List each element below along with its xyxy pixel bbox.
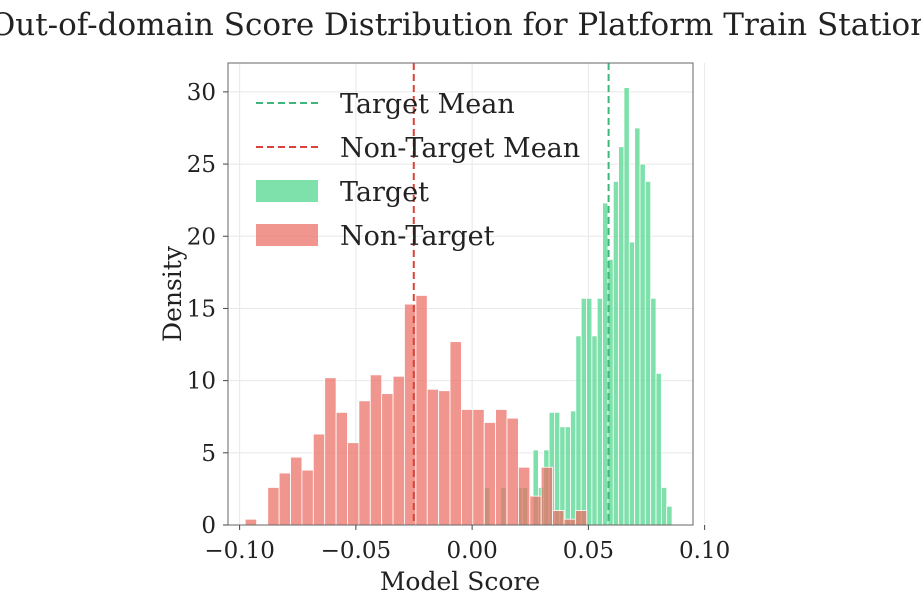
non-target-bar [244, 518, 257, 526]
y-tick-label: 25 [187, 152, 216, 178]
non-target-bar [483, 422, 497, 526]
non-target-bar [449, 341, 462, 526]
y-axis-label: Density [158, 245, 187, 342]
non-target-bar [540, 466, 553, 526]
target-bar [650, 297, 657, 526]
legend-patch-swatch [256, 180, 318, 202]
non-target-bar [347, 442, 360, 526]
non-target-bar [324, 377, 337, 526]
non-target-bar [392, 375, 405, 526]
legend: Target Mean Non-Target Mean Target Non-Targ… [256, 89, 580, 252]
x-axis-label: Model Score [380, 567, 540, 596]
legend-label: Non-Target [340, 221, 495, 252]
target-bar [644, 180, 652, 526]
y-tick-label: 15 [187, 296, 216, 322]
non-target-bar [381, 393, 394, 526]
non-target-bar [312, 433, 326, 526]
x-tick-label: 0.05 [563, 538, 614, 564]
target-bar [634, 127, 641, 526]
non-target-bar [495, 409, 508, 526]
non-target-bar [404, 303, 417, 526]
target-bar [602, 202, 609, 526]
y-axis-ticks: 0 5 10 15 20 25 30 [187, 80, 228, 539]
non-target-bar [290, 456, 303, 526]
target-bar [660, 487, 668, 526]
reference-lines [412, 63, 610, 525]
target-bar [564, 426, 571, 526]
target-bar [623, 87, 630, 526]
x-tick-label: 0.10 [679, 538, 730, 564]
target-bar [612, 180, 620, 526]
y-tick-label: 20 [187, 224, 216, 250]
target-bar [580, 297, 587, 526]
target-bar [639, 163, 646, 526]
chart-title: Out-of-domain Score Distribution for Pla… [0, 7, 921, 43]
target-bar [554, 411, 561, 526]
target-bar [618, 146, 625, 526]
target-bar [575, 335, 582, 526]
non-target-bar [563, 518, 576, 526]
target-bar [596, 297, 603, 526]
legend-label: Non-Target Mean [340, 133, 580, 164]
non-target-bar [506, 417, 519, 526]
target-bar [586, 297, 593, 526]
y-tick-label: 5 [201, 441, 216, 467]
non-target-bar [461, 409, 474, 526]
non-target-bar [415, 295, 428, 526]
non-target-bar [267, 487, 280, 526]
legend-label: Target [340, 177, 429, 208]
non-target-bar [438, 390, 451, 526]
y-tick-label: 30 [187, 80, 216, 106]
non-target-bar [426, 388, 440, 526]
x-tick-label: −0.05 [321, 538, 391, 564]
non-target-bar [358, 400, 371, 526]
non-target-bar [335, 411, 348, 526]
y-tick-label: 0 [201, 513, 216, 539]
non-target-bar [517, 466, 531, 526]
y-tick-label: 10 [187, 369, 216, 395]
x-tick-label: −0.10 [204, 538, 274, 564]
non-target-bar [301, 469, 314, 526]
target-bar [666, 505, 673, 526]
target-bar [655, 373, 662, 526]
legend-label: Target Mean [340, 89, 515, 120]
target-bar [628, 241, 636, 526]
plot-frame [227, 62, 694, 526]
non-target-bar [278, 472, 291, 526]
non-target-bar [472, 409, 485, 526]
x-axis-ticks: −0.10 −0.05 0.00 0.05 0.10 [204, 525, 730, 564]
non-target-bar [552, 510, 565, 526]
target-bar [591, 335, 598, 526]
target-bar [570, 410, 577, 526]
non-target-series [244, 295, 588, 526]
legend-patch-swatch [256, 224, 318, 246]
non-target-bar [574, 510, 588, 526]
non-target-bar [369, 374, 383, 526]
non-target-bar [529, 495, 542, 526]
x-tick-label: 0.00 [447, 538, 498, 564]
